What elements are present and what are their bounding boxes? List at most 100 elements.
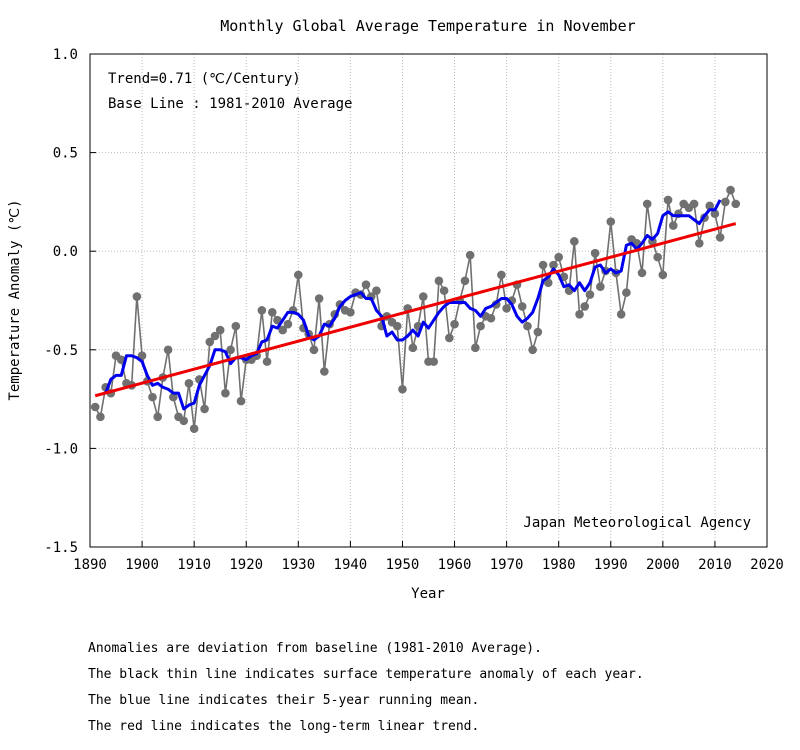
- anomaly-point: [309, 345, 319, 355]
- anomaly-point: [570, 237, 579, 246]
- x-tick-label: 2000: [646, 557, 680, 573]
- anomaly-point: [726, 185, 735, 195]
- y-tick-label: 0.0: [53, 244, 78, 260]
- temperature-chart: Monthly Global Average Temperature in No…: [7, 17, 784, 602]
- anomaly-point: [543, 278, 553, 288]
- anomaly-point: [622, 288, 631, 297]
- y-axis-ticks: -1.5 -1.0 -0.5 0.0 0.5 1.0: [44, 47, 96, 556]
- anomaly-point: [715, 233, 725, 242]
- anomaly-point: [231, 321, 241, 331]
- anomaly-point: [169, 392, 178, 402]
- anomaly-point: [429, 357, 439, 366]
- x-tick-label: 1900: [125, 557, 159, 573]
- anomaly-point: [710, 209, 720, 219]
- anomaly-point: [585, 290, 595, 299]
- anomaly-point: [596, 282, 605, 291]
- anomaly-point: [497, 270, 506, 280]
- anomaly-point: [153, 412, 162, 422]
- anomaly-point: [533, 327, 543, 337]
- anomaly-point: [653, 252, 662, 262]
- anomaly-point: [731, 199, 741, 209]
- note-anomaly-line: The black thin line indicates surface te…: [88, 667, 644, 682]
- anomaly-point: [205, 337, 215, 347]
- anomaly-point: [476, 321, 485, 331]
- running-mean-series: [104, 199, 722, 411]
- anomaly-point: [283, 319, 293, 329]
- x-tick-label: 1980: [542, 557, 576, 573]
- trend-series: [94, 222, 737, 398]
- anomaly-point: [314, 294, 324, 303]
- x-tick-label: 1930: [281, 557, 315, 573]
- anomaly-point: [663, 195, 673, 205]
- anomaly-point: [721, 197, 730, 207]
- anomaly-point: [236, 396, 246, 406]
- anomaly-point: [528, 345, 537, 355]
- anomaly-point: [132, 292, 142, 301]
- anomaly-point: [90, 402, 100, 412]
- anomaly-point: [346, 308, 355, 317]
- note-trend-line: The red line indicates the long-term lin…: [88, 719, 480, 734]
- anomaly-point: [450, 319, 459, 329]
- anomaly-point: [668, 221, 678, 230]
- anomaly-point: [538, 260, 548, 270]
- x-tick-label: 1960: [438, 557, 472, 573]
- chart-notes: Anomalies are deviation from baseline (1…: [88, 636, 644, 740]
- anomaly-point: [642, 199, 652, 209]
- anomaly-point: [163, 345, 173, 355]
- y-tick-label: 1.0: [53, 47, 78, 63]
- anomaly-point: [226, 345, 235, 355]
- anomaly-point: [361, 280, 371, 290]
- x-tick-label: 1950: [386, 557, 420, 573]
- anomaly-point: [200, 404, 209, 414]
- y-tick-label: -1.5: [44, 540, 78, 556]
- anomaly-point: [460, 276, 470, 286]
- anomaly-point: [148, 392, 157, 402]
- anomaly-point: [320, 367, 329, 376]
- anomaly-point: [575, 310, 584, 319]
- anomaly-point: [658, 270, 668, 280]
- y-tick-label: -0.5: [44, 343, 78, 359]
- grid-lines: [90, 54, 767, 547]
- anomaly-point: [215, 325, 225, 335]
- anomaly-point: [554, 252, 563, 262]
- anomaly-point: [257, 306, 267, 315]
- anomaly-point: [590, 248, 600, 258]
- anomaly-point: [486, 313, 496, 323]
- y-tick-label: 0.5: [53, 146, 78, 162]
- plot-frame: [89, 53, 768, 548]
- anomaly-point: [96, 412, 105, 422]
- note-running-mean: The blue line indicates their 5-year run…: [88, 693, 480, 708]
- anomaly-point: [695, 239, 704, 248]
- note-baseline: Anomalies are deviation from baseline (1…: [88, 641, 542, 656]
- chart-title: Monthly Global Average Temperature in No…: [220, 17, 635, 35]
- anomaly-point: [184, 379, 194, 388]
- anomaly-point: [637, 268, 647, 278]
- anomaly-point: [221, 388, 230, 398]
- anomaly-point: [392, 321, 402, 331]
- anomaly-point: [179, 416, 189, 426]
- anomaly-point: [471, 343, 480, 353]
- anomaly-point: [408, 343, 418, 353]
- anomaly-point: [616, 310, 626, 319]
- x-tick-label: 1890: [73, 557, 107, 573]
- anomaly-point: [445, 333, 454, 343]
- anomaly-point: [434, 276, 444, 286]
- x-axis-label: Year: [411, 586, 445, 602]
- running-mean-line: [104, 199, 722, 411]
- anomaly-point: [294, 270, 303, 280]
- source-annotation: Japan Meteorological Agency: [523, 515, 751, 531]
- anomaly-line: [94, 187, 737, 429]
- anomaly-point: [418, 292, 428, 301]
- anomaly-point: [137, 351, 147, 361]
- baseline-annotation: Base Line : 1981-2010 Average: [108, 96, 352, 112]
- anomaly-point: [267, 308, 277, 317]
- trend-annotation: Trend=0.71 (℃/Century): [108, 71, 301, 87]
- y-axis-label: Temperature Anomaly (℃): [7, 199, 23, 400]
- anomaly-point: [439, 286, 449, 295]
- x-tick-label: 2020: [750, 557, 784, 573]
- anomaly-point: [549, 260, 558, 270]
- anomaly-point: [517, 302, 527, 311]
- anomaly-point: [502, 304, 511, 313]
- anomaly-point: [689, 199, 699, 209]
- x-tick-label: 2010: [698, 557, 732, 573]
